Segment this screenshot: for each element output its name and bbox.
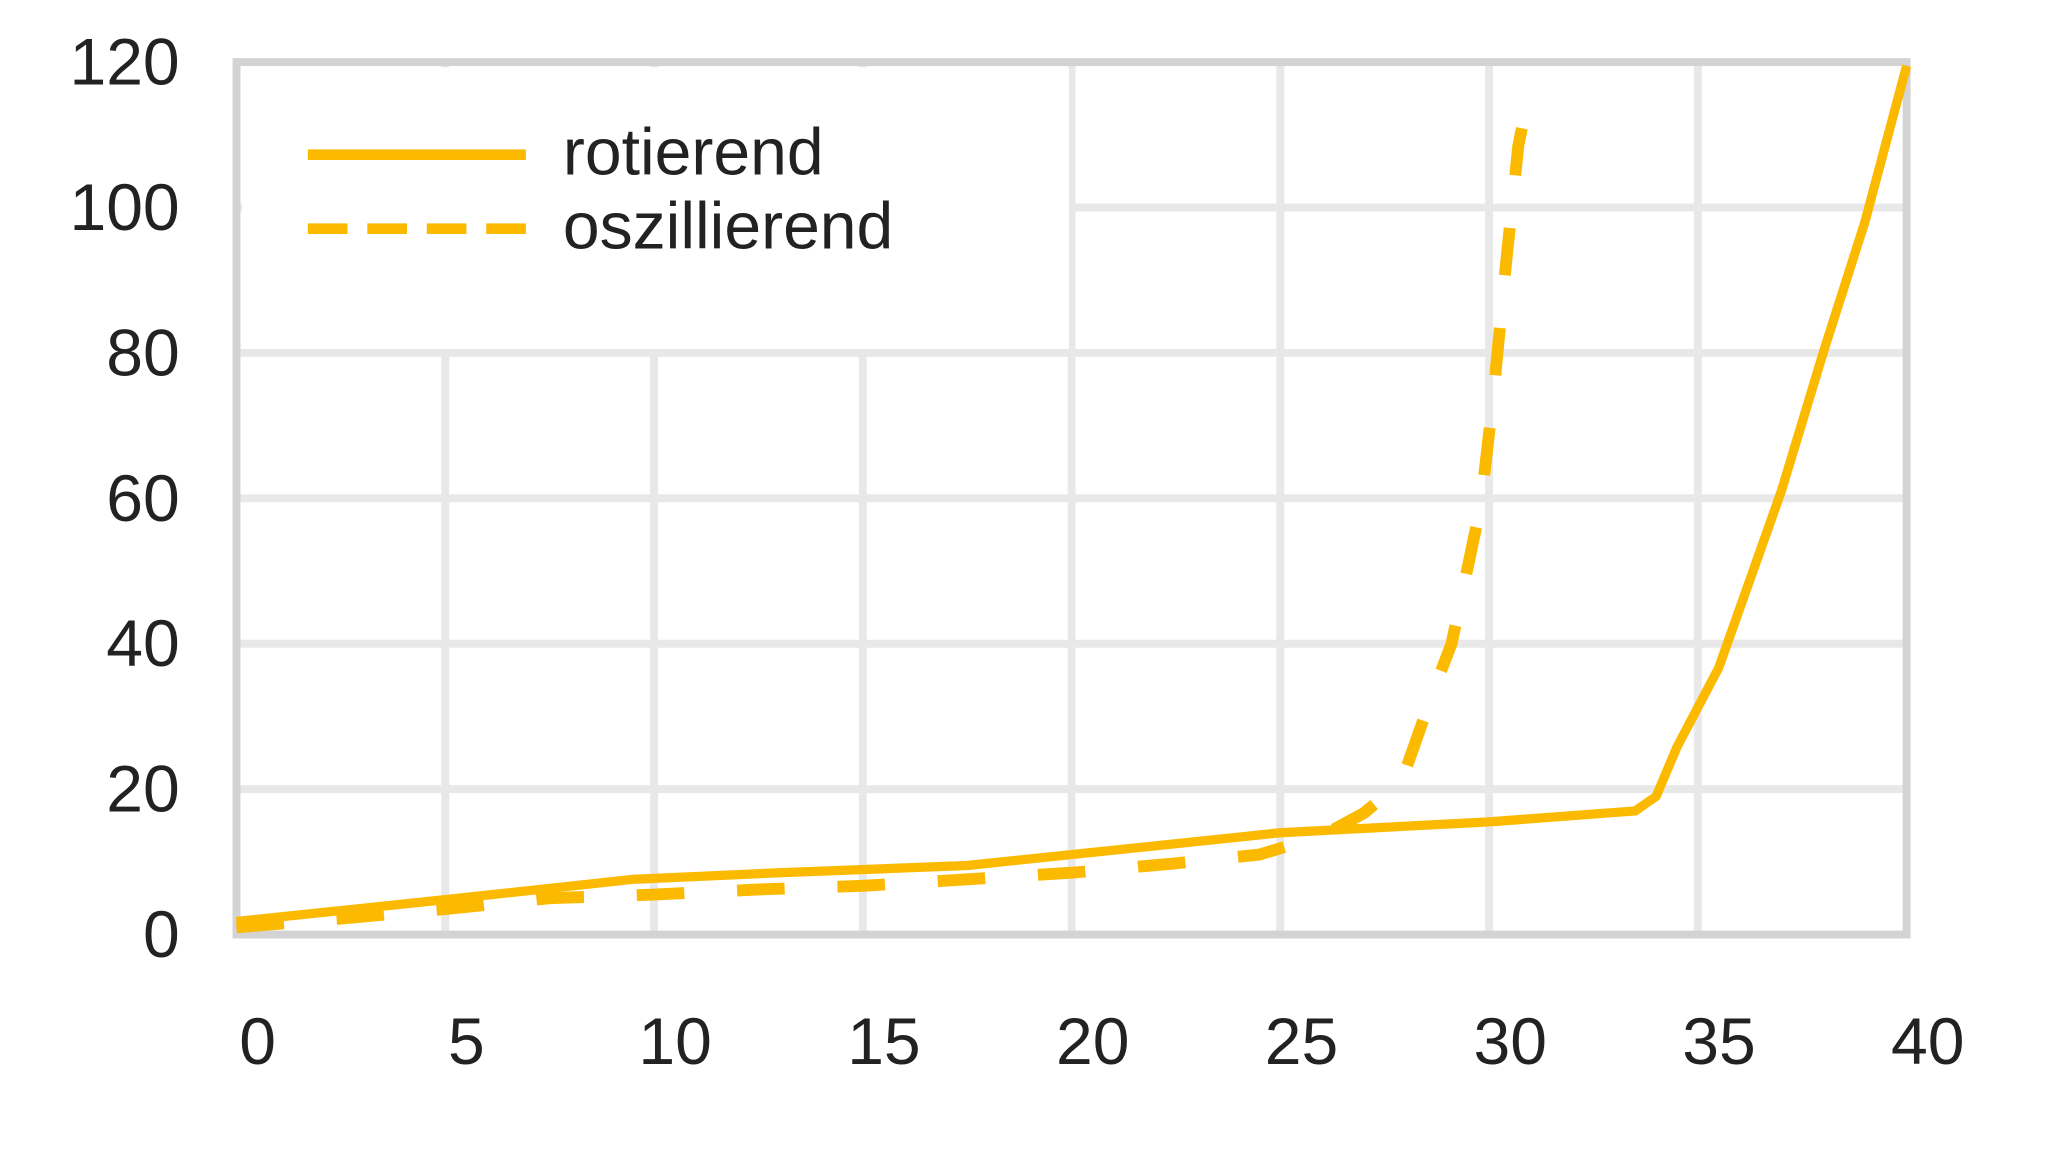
x-tick-label: 30 [1474,1005,1547,1079]
y-tick-label: 20 [106,753,179,827]
series-line-rotierend [236,64,1912,927]
x-tick-label: 0 [239,1005,276,1079]
x-tick-label: 20 [1056,1005,1129,1079]
x-tick-label: 25 [1265,1005,1338,1079]
series-line-oszillierend [236,82,1537,934]
x-tick-label: 5 [448,1005,485,1079]
y-tick-label: 60 [106,462,179,536]
y-tick-label: 40 [106,607,179,681]
y-tick-label: 80 [106,316,179,390]
legend-label-rotierend: rotierend [563,115,824,189]
legend-background [241,67,1069,349]
x-tick-label: 10 [638,1005,711,1079]
legend: rotierend oszillierend [307,115,893,264]
plot-frame [232,58,1911,939]
tick-labels: 0 5 10 15 20 25 30 35 40 0 20 40 60 80 100 120 [69,26,1964,1079]
series-lines [236,64,1912,934]
legend-label-oszillierend: oszillierend [563,189,893,263]
y-tick-label: 100 [69,171,179,245]
y-tick-label: 120 [69,26,179,100]
x-tick-label: 35 [1682,1005,1755,1079]
y-tick-label: 0 [143,898,180,972]
x-tick-label: 15 [847,1005,920,1079]
x-tick-label: 40 [1891,1005,1964,1079]
